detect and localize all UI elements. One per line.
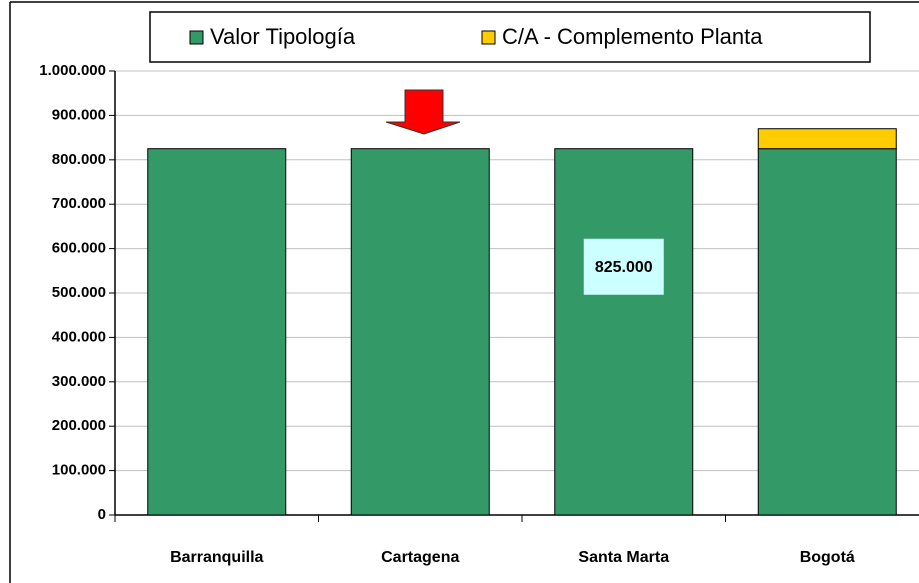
y-tick-label: 200.000 — [52, 417, 106, 434]
x-tick-label: Santa Marta — [578, 549, 669, 566]
bar-segment — [147, 148, 287, 516]
y-tick-label: 300.000 — [52, 373, 106, 390]
bar-segment — [554, 148, 694, 516]
data-label-box — [583, 238, 664, 295]
arrow — [385, 89, 461, 135]
bar-segment — [757, 148, 897, 516]
legend-label: Valor Tipología — [210, 24, 356, 49]
y-tick-label: 700.000 — [52, 195, 106, 212]
data-label: 825.000 — [595, 259, 653, 276]
legend-swatch — [481, 30, 496, 45]
y-tick-label: 800.000 — [52, 151, 106, 168]
y-tick-label: 100.000 — [52, 462, 106, 479]
bar-segment — [757, 128, 897, 150]
legend-box — [149, 11, 871, 63]
y-tick-label: 500.000 — [52, 284, 106, 301]
x-tick-label: Bogotá — [800, 549, 855, 566]
legend-label: C/A - Complemento Planta — [502, 24, 763, 49]
bar-segment — [350, 148, 490, 516]
y-tick-label: 400.000 — [52, 328, 106, 345]
y-tick-label: 0 — [98, 506, 106, 523]
y-tick-label: 600.000 — [52, 240, 106, 257]
y-tick-label: 1.000.000 — [39, 62, 106, 79]
legend: Valor Tipología C/A - Complemento Planta — [149, 11, 871, 63]
x-tick-label: Barranquilla — [170, 549, 263, 566]
y-tick-label: 900.000 — [52, 106, 106, 123]
legend-swatch — [189, 30, 204, 45]
x-tick-label: Cartagena — [381, 549, 459, 566]
